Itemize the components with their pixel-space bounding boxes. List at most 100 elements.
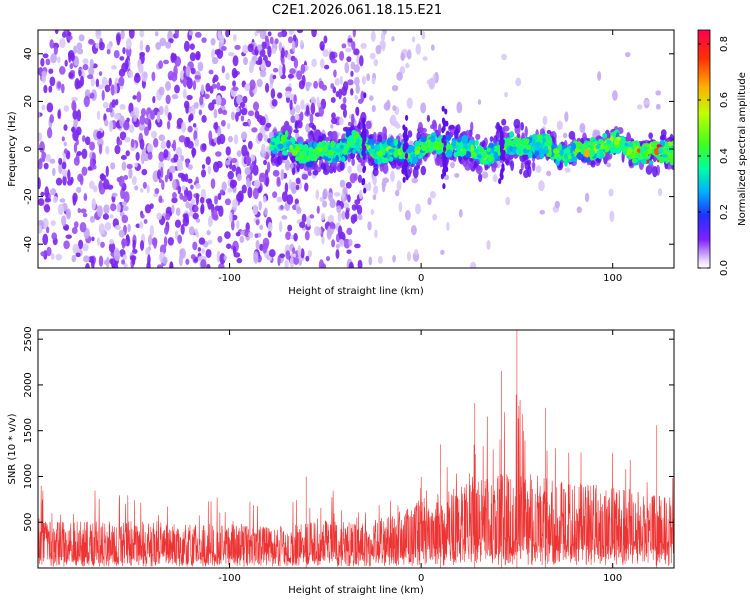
noise-speckle (40, 251, 46, 257)
noise-speckle (83, 193, 88, 202)
noise-speckle (353, 48, 360, 56)
noise-speckle (556, 120, 563, 131)
noise-speckle (187, 125, 193, 133)
noise-speckle (331, 239, 336, 248)
noise-speckle (289, 68, 296, 75)
noise-speckle (71, 126, 75, 133)
noise-speckle (65, 234, 72, 239)
signal-cell (626, 147, 633, 155)
noise-speckle (258, 200, 262, 211)
noise-speckle (158, 195, 163, 203)
noise-speckle (171, 197, 178, 204)
noise-speckle (164, 174, 169, 183)
noise-speckle (342, 97, 347, 104)
signal-cell (631, 158, 638, 164)
noise-speckle (175, 207, 181, 216)
noise-speckle (104, 84, 111, 93)
colorbar-tick-label: 0.0 (719, 260, 730, 276)
noise-speckle (150, 110, 155, 120)
noise-speckle (232, 245, 237, 255)
noise-speckle (139, 114, 146, 125)
noise-speckle (625, 51, 631, 58)
noise-speckle (123, 191, 130, 204)
signal-halo (293, 129, 299, 134)
noise-speckle (158, 60, 164, 69)
noise-speckle (341, 86, 348, 96)
noise-speckle (43, 162, 49, 170)
noise-speckle (347, 165, 352, 174)
noise-speckle (305, 81, 312, 88)
noise-speckle (111, 65, 117, 70)
signal-halo (272, 169, 280, 177)
noise-speckle (96, 237, 101, 246)
noise-speckle (61, 169, 68, 177)
noise-speckle (101, 90, 105, 101)
noise-speckle (232, 55, 239, 67)
noise-speckle (372, 194, 377, 201)
noise-speckle (311, 58, 317, 68)
signal-cell (398, 155, 404, 160)
noise-speckle (221, 181, 227, 192)
noise-speckle (320, 213, 326, 221)
signal-cell (308, 149, 315, 158)
noise-speckle (128, 102, 134, 114)
noise-speckle (338, 117, 344, 126)
signal-cell (511, 140, 519, 145)
noise-speckle (296, 70, 303, 81)
noise-speckle (227, 135, 233, 143)
signal-cell (461, 134, 469, 144)
noise-speckle (323, 35, 328, 44)
noise-speckle (358, 189, 363, 200)
signal-halo (660, 129, 667, 137)
signal-cell (444, 134, 452, 142)
noise-speckle (207, 215, 213, 228)
noise-speckle (195, 183, 201, 190)
noise-speckle (120, 155, 127, 161)
signal-halo (481, 139, 486, 147)
noise-speckle (95, 78, 100, 88)
signal-cell (531, 139, 536, 148)
noise-speckle (276, 178, 281, 187)
noise-speckle (191, 147, 197, 157)
noise-speckle (380, 31, 386, 42)
noise-speckle (219, 253, 226, 265)
signal-streak (500, 174, 504, 181)
noise-speckle (147, 254, 151, 266)
noise-speckle (121, 259, 126, 265)
noise-speckle (83, 95, 90, 108)
noise-speckle (249, 60, 256, 68)
signal-halo (305, 138, 311, 143)
noise-speckle (172, 139, 177, 152)
noise-speckle (71, 254, 77, 263)
noise-speckle (200, 169, 207, 178)
signal-cell (457, 142, 464, 150)
noise-speckle (194, 205, 199, 213)
noise-speckle (389, 117, 395, 125)
noise-speckle (121, 214, 129, 224)
noise-speckle (167, 236, 174, 246)
noise-speckle (330, 124, 334, 129)
noise-speckle (280, 168, 285, 181)
noise-speckle (113, 50, 120, 59)
noise-speckle (338, 88, 342, 100)
noise-speckle (156, 264, 164, 268)
noise-speckle (169, 172, 173, 182)
noise-speckle (309, 113, 314, 124)
noise-speckle (268, 249, 276, 258)
noise-speckle (187, 164, 193, 170)
noise-speckle (305, 104, 310, 116)
noise-speckle (193, 102, 199, 109)
noise-speckle (77, 239, 84, 250)
noise-speckle (214, 195, 218, 205)
noise-speckle (108, 120, 114, 132)
noise-speckle (187, 178, 193, 184)
signal-cell (580, 143, 585, 152)
noise-speckle (348, 261, 354, 268)
noise-speckle (370, 209, 375, 215)
noise-speckle (321, 235, 325, 245)
noise-speckle (57, 56, 61, 64)
noise-speckle (361, 75, 367, 85)
noise-speckle (147, 151, 153, 161)
signal-cell (658, 156, 665, 164)
noise-speckle (48, 85, 53, 93)
